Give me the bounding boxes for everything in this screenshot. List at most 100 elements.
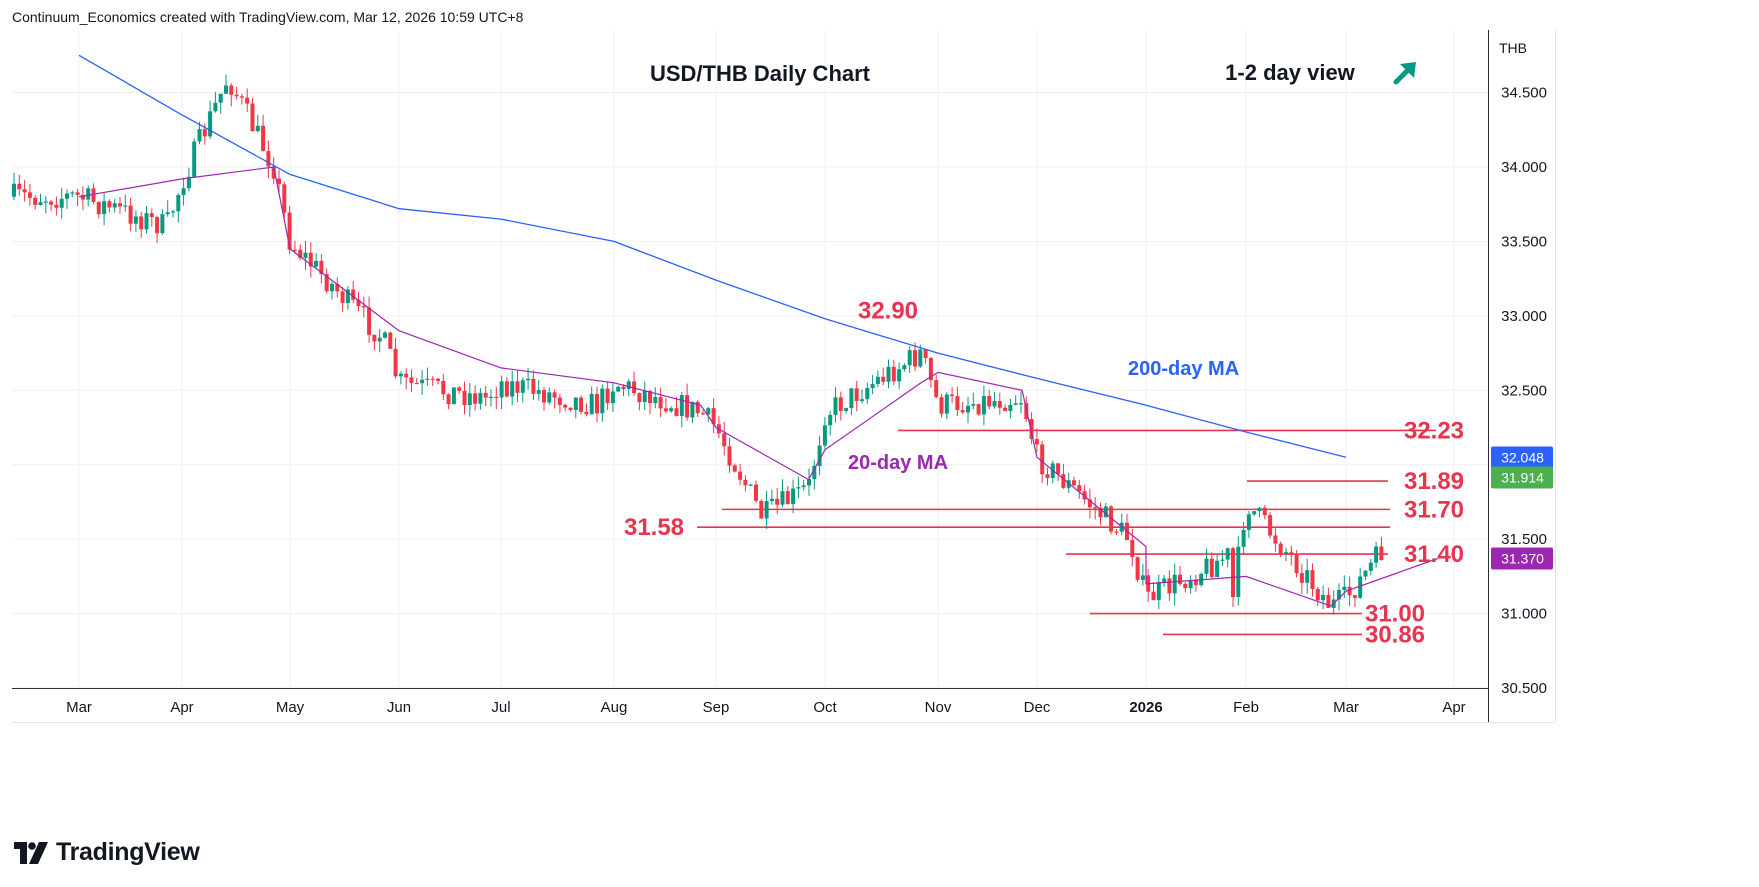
candle-body [669, 408, 674, 412]
candle-body [854, 388, 859, 402]
candle-body [711, 408, 716, 425]
y-tick-label[interactable]: 33.500 [1501, 233, 1547, 250]
candle-body [457, 387, 462, 391]
level-label: 32.90 [858, 298, 918, 325]
y-tick-label[interactable]: 30.500 [1501, 680, 1547, 697]
candle-body [107, 201, 112, 208]
candle-body [1072, 480, 1076, 486]
candle-body [955, 396, 960, 411]
y-tick-label[interactable]: 31.000 [1501, 606, 1547, 623]
candle-body [1151, 591, 1156, 601]
x-tick-label[interactable]: Jun [387, 699, 411, 716]
candle-body [1278, 543, 1283, 554]
x-tick-label[interactable]: Sep [703, 699, 730, 716]
candle-body [102, 201, 107, 215]
price-axis-labels: 32.048 31.914 31.370 [1491, 446, 1553, 570]
candle-body [218, 93, 223, 103]
candle-body [75, 192, 80, 195]
y-tick-label[interactable]: 34.500 [1501, 85, 1547, 102]
candle-body [1013, 403, 1018, 405]
candle-body [1172, 574, 1177, 594]
candle-body [1008, 404, 1013, 411]
x-tick-label[interactable]: Oct [813, 699, 837, 716]
x-tick-label[interactable]: May [276, 699, 305, 716]
x-tick-label[interactable]: Apr [170, 699, 193, 716]
candle-body [701, 413, 705, 415]
candle-body [1225, 548, 1230, 560]
candle-body [685, 395, 690, 418]
price-axis[interactable]: 34.50034.00033.50033.00032.50032.00031.5… [1501, 85, 1547, 697]
candle-body [91, 188, 96, 202]
candle-body [1130, 540, 1135, 558]
candle-body [807, 479, 811, 486]
candle-body [255, 125, 260, 132]
candle-body [648, 390, 652, 404]
candle-body [1220, 559, 1225, 561]
axes-frame [12, 30, 1556, 723]
candle-body [308, 252, 313, 267]
candle-body [515, 381, 520, 393]
candle-body [473, 393, 478, 404]
level-label: 31.70 [1404, 496, 1464, 523]
candle-body [573, 397, 578, 410]
candle-body [49, 201, 54, 205]
chart-attribution: Continuum_Economics created with Trading… [12, 9, 524, 25]
time-axis[interactable]: Mar Apr May Jun Jul Aug Sep Oct Nov Dec 2026 Feb Mar… [66, 699, 1466, 716]
candle-body [96, 201, 101, 215]
candle-body [907, 350, 912, 366]
candle-body [1374, 546, 1379, 563]
candle-body [674, 408, 679, 416]
candle-body [817, 445, 822, 466]
time-axis-border [12, 688, 1488, 689]
candle-body [388, 332, 393, 349]
ma20-label: 20-day MA [848, 452, 948, 474]
candle-body [706, 408, 711, 415]
y-tick-label[interactable]: 32.500 [1501, 382, 1547, 399]
candle-body [595, 393, 599, 414]
x-tick-label[interactable]: Jul [491, 699, 510, 716]
candle-body [319, 260, 324, 275]
candle-body [229, 85, 234, 95]
candle-body [796, 487, 801, 489]
candle-body [722, 433, 727, 447]
x-tick-label[interactable]: Mar [1333, 699, 1359, 716]
candle-body [1368, 562, 1373, 571]
candle-body [1347, 586, 1352, 596]
candle-body [1321, 594, 1326, 601]
tradingview-logo[interactable]: TradingView [14, 838, 200, 867]
x-tick-label[interactable]: Apr [1442, 699, 1465, 716]
candle-body [928, 358, 933, 381]
price-tag-value: 32.048 [1501, 450, 1544, 466]
candle-body [335, 283, 340, 292]
x-tick-label[interactable]: Dec [1024, 699, 1051, 716]
candle-body [632, 381, 637, 394]
x-tick-label[interactable]: Feb [1233, 699, 1259, 716]
candle-body [981, 396, 986, 415]
candle-body [939, 397, 944, 414]
candle-body [1188, 580, 1193, 589]
y-tick-label[interactable]: 34.000 [1501, 159, 1547, 176]
x-tick-label[interactable]: 2026 [1129, 699, 1162, 716]
candle-body [1305, 570, 1310, 583]
y-tick-label[interactable]: 31.500 [1501, 531, 1547, 548]
candle-body [992, 401, 997, 407]
candle-body [1215, 560, 1220, 578]
candle-body [966, 405, 970, 413]
candle-body [536, 390, 541, 394]
candle-body [425, 378, 430, 380]
candle-body [886, 366, 891, 382]
candle-body [22, 189, 27, 193]
candle-body [971, 404, 976, 406]
candle-body [489, 396, 493, 399]
candle-body [891, 366, 896, 382]
candle-body [33, 197, 38, 205]
candle-body [287, 212, 292, 250]
y-tick-label[interactable]: 33.000 [1501, 308, 1547, 325]
x-tick-label[interactable]: Aug [601, 699, 628, 716]
x-tick-label[interactable]: Nov [925, 699, 952, 716]
x-tick-label[interactable]: Mar [66, 699, 92, 716]
candle-body [324, 274, 329, 292]
level-label: 31.89 [1404, 468, 1464, 495]
candle-body [420, 379, 425, 384]
